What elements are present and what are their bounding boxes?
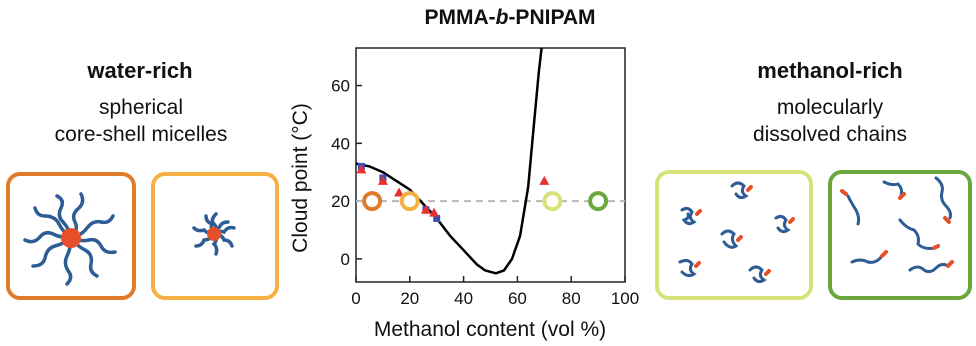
triangle-point bbox=[356, 164, 367, 174]
right-desc-1: molecularly bbox=[776, 96, 884, 119]
triangle-point bbox=[377, 175, 388, 185]
left-desc-1: spherical bbox=[98, 96, 184, 119]
chain-ends-dark bbox=[840, 189, 954, 268]
x-tick-label: 40 bbox=[454, 289, 473, 308]
x-tick-label: 0 bbox=[351, 289, 360, 308]
right-desc-2: dissolved chains bbox=[752, 123, 908, 146]
title-post: -PNIPAM bbox=[508, 6, 596, 29]
chart-ticks: 0 20 40 60 80 100 0 20 40 60 bbox=[331, 77, 639, 308]
x-axis-label: Methanol content (vol %) bbox=[374, 318, 606, 341]
small-micelle-core bbox=[207, 227, 221, 241]
x-tick-label: 20 bbox=[400, 289, 419, 308]
y-tick-label: 20 bbox=[331, 192, 350, 211]
y-tick-label: 60 bbox=[331, 77, 350, 96]
left-desc-2: core-shell micelles bbox=[54, 123, 228, 146]
triangle-point bbox=[539, 175, 550, 185]
title-ital: b bbox=[495, 6, 509, 29]
y-tick-label: 0 bbox=[341, 250, 350, 269]
plot-frame bbox=[355, 47, 626, 283]
y-tick-label: 40 bbox=[331, 134, 350, 153]
ring-marker bbox=[362, 191, 383, 212]
chains-panel-dark bbox=[828, 170, 972, 300]
large-micelle-core bbox=[61, 228, 81, 248]
ring-marker bbox=[542, 191, 563, 212]
coil-ends-light bbox=[694, 185, 795, 276]
chains-dark bbox=[846, 176, 952, 274]
x-tick-label: 100 bbox=[611, 289, 639, 308]
triangle-point bbox=[429, 207, 440, 217]
x-tick-label: 80 bbox=[562, 289, 581, 308]
title-pre: PMMA- bbox=[424, 6, 496, 29]
chart-marks bbox=[355, 47, 625, 275]
left-header: water-rich bbox=[87, 58, 193, 83]
coils-light bbox=[678, 181, 791, 284]
triangle-point bbox=[420, 204, 431, 214]
ring-marker bbox=[399, 191, 420, 212]
square-point bbox=[433, 214, 441, 222]
ring-marker bbox=[588, 191, 609, 212]
y-axis-label: Cloud point (°C) bbox=[289, 103, 312, 253]
x-tick-label: 60 bbox=[508, 289, 527, 308]
right-header: methanol-rich bbox=[757, 58, 903, 83]
diagram-title: PMMA-b-PNIPAM bbox=[360, 6, 660, 30]
chains-panel-light bbox=[655, 170, 813, 300]
triangle-point bbox=[394, 187, 405, 197]
phase-boundary-curve bbox=[355, 47, 543, 275]
